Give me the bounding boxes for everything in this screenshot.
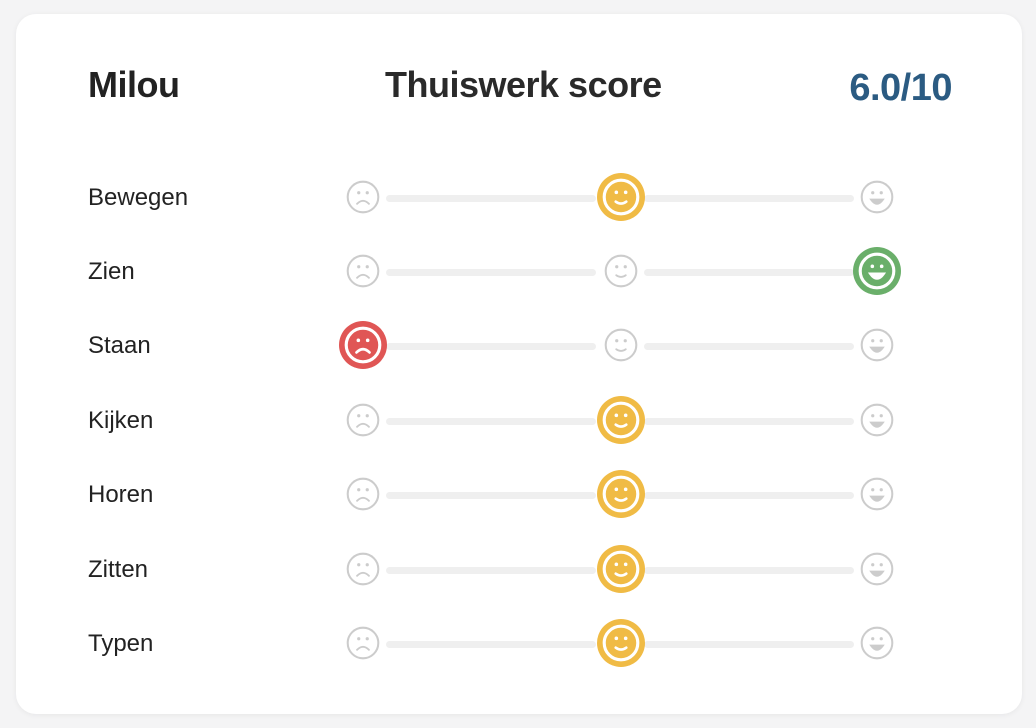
sad-face-icon[interactable]: [346, 254, 380, 288]
rating-row-kijken: Kijken: [16, 395, 1022, 445]
rating-track: [644, 418, 854, 425]
happy-face-icon[interactable]: [860, 328, 894, 362]
neutral-face-icon[interactable]: [597, 619, 645, 667]
rating-track: [386, 567, 596, 574]
happy-face-icon[interactable]: [853, 247, 901, 295]
rating-row-staan: Staan: [16, 320, 1022, 370]
happy-face-icon[interactable]: [860, 403, 894, 437]
happy-face-icon[interactable]: [860, 626, 894, 660]
sad-face-icon[interactable]: [346, 403, 380, 437]
rating-track: [386, 269, 596, 276]
rating-row-label: Staan: [88, 332, 151, 359]
rating-row-bewegen: Bewegen: [16, 172, 1022, 222]
rating-track: [386, 195, 596, 202]
rating-track: [386, 343, 596, 350]
neutral-face-icon[interactable]: [597, 173, 645, 221]
neutral-face-icon[interactable]: [604, 254, 638, 288]
rating-row-label: Zitten: [88, 556, 149, 583]
neutral-face-icon[interactable]: [604, 328, 638, 362]
rating-track: [386, 418, 596, 425]
person-name: Milou: [88, 64, 180, 105]
rating-track: [386, 492, 596, 499]
rating-track: [644, 641, 854, 648]
happy-face-icon[interactable]: [860, 180, 894, 214]
rating-row-label: Zien: [88, 258, 135, 285]
neutral-face-icon[interactable]: [597, 545, 645, 593]
rating-track: [644, 343, 854, 350]
score-card: Milou Thuiswerk score 6.0/10 Bewegen Zien…: [16, 14, 1022, 714]
rating-track: [386, 641, 596, 648]
sad-face-icon[interactable]: [346, 477, 380, 511]
happy-face-icon[interactable]: [860, 552, 894, 586]
rating-track: [644, 567, 854, 574]
neutral-face-icon[interactable]: [597, 396, 645, 444]
sad-face-icon[interactable]: [346, 552, 380, 586]
rating-track: [644, 269, 854, 276]
rating-row-label: Bewegen: [88, 184, 189, 211]
rating-row-zien: Zien: [16, 246, 1022, 296]
sad-face-icon[interactable]: [339, 321, 387, 369]
total-score: 6.0/10: [849, 67, 952, 109]
sad-face-icon[interactable]: [346, 180, 380, 214]
rating-row-label: Horen: [88, 481, 154, 508]
rating-row-zitten: Zitten: [16, 544, 1022, 594]
sad-face-icon[interactable]: [346, 626, 380, 660]
rating-row-label: Typen: [88, 630, 154, 657]
rating-track: [644, 492, 854, 499]
rating-track: [644, 195, 854, 202]
rating-row-typen: Typen: [16, 618, 1022, 668]
rating-row-label: Kijken: [88, 407, 154, 434]
page-title: Thuiswerk score: [385, 64, 662, 105]
rating-row-horen: Horen: [16, 469, 1022, 519]
happy-face-icon[interactable]: [860, 477, 894, 511]
neutral-face-icon[interactable]: [597, 470, 645, 518]
